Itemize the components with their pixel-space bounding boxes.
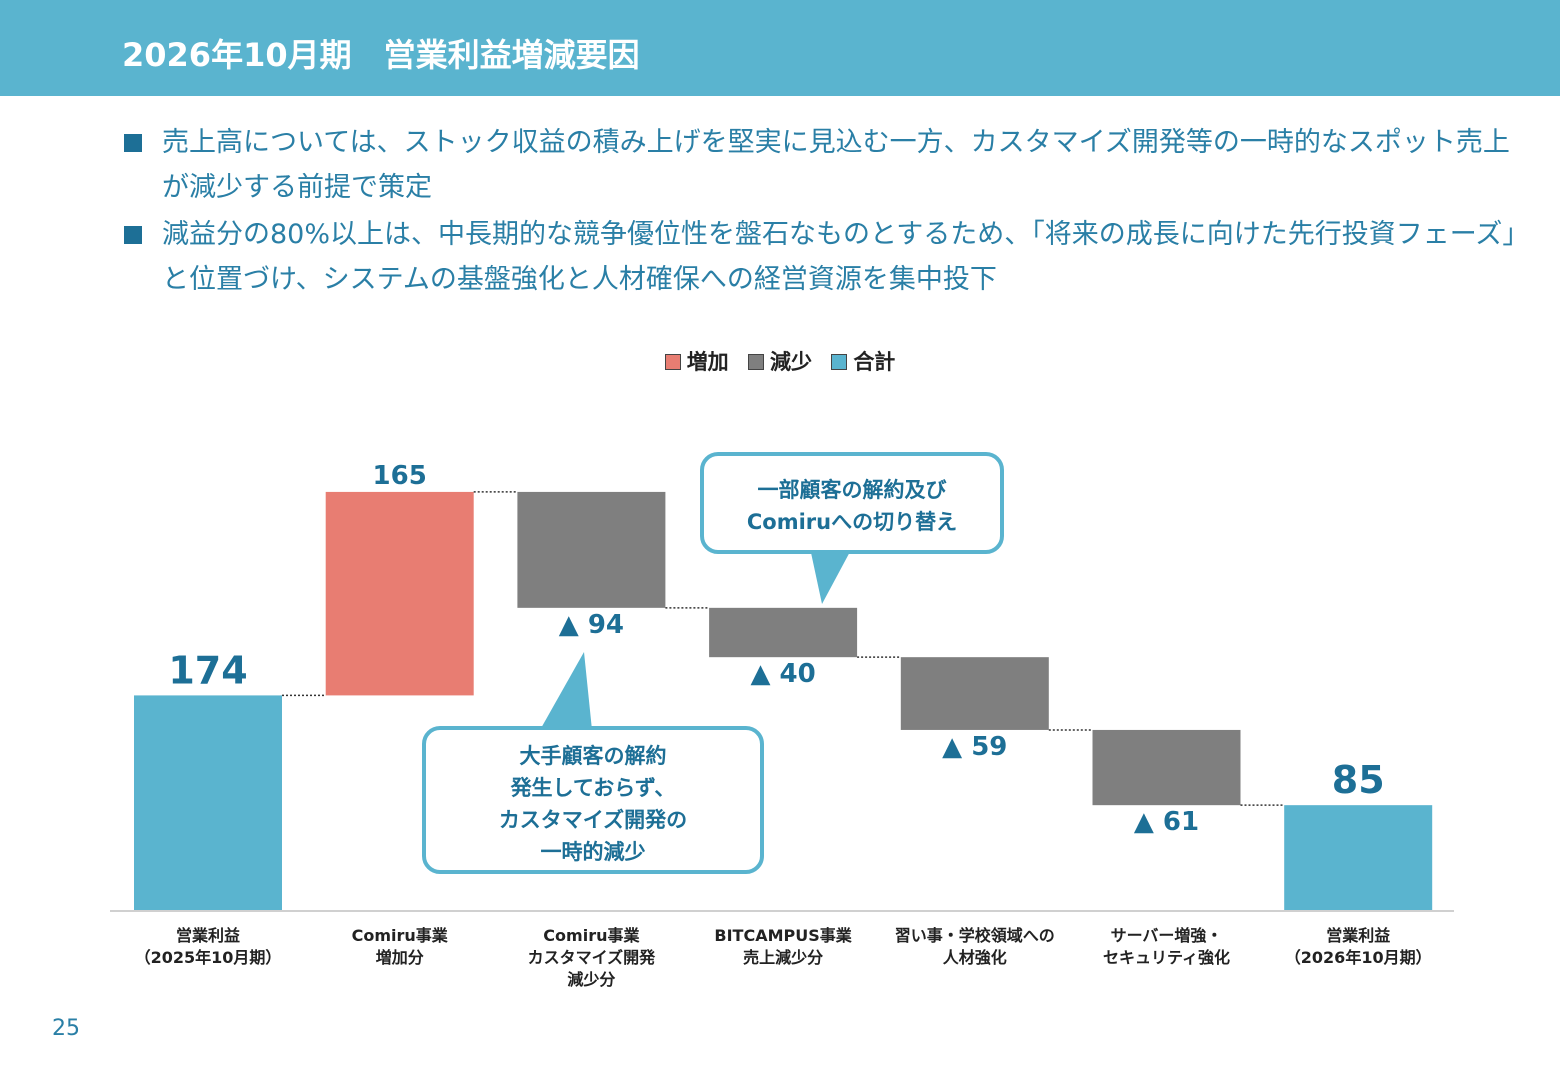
category-label-line: 売上減少分 bbox=[743, 948, 823, 967]
chart-legend: 増加 減少 合計 bbox=[0, 346, 1560, 376]
legend-label: 減少 bbox=[770, 350, 812, 374]
category-label-line: BITCAMPUS事業 bbox=[714, 926, 852, 945]
bar-decrease bbox=[709, 607, 858, 658]
category-label-line: （2026年10月期） bbox=[1285, 948, 1432, 967]
legend-item-total: 合計 bbox=[831, 346, 895, 376]
callout-top: 一部顧客の解約及び Comiruへの切り替え bbox=[700, 452, 1004, 554]
bullet-list: 売上高については、ストック収益の積み上げを堅実に見込む一方、カスタマイズ開発等の… bbox=[122, 120, 1522, 304]
data-label: ▲ 61 bbox=[1134, 807, 1199, 837]
bullet-item: 減益分の80%以上は、中長期的な競争優位性を盤石なものとするため、「将来の成長に… bbox=[122, 212, 1522, 302]
callout-pointer-top bbox=[810, 548, 852, 604]
legend-swatch bbox=[664, 354, 681, 370]
bar-decrease bbox=[900, 657, 1049, 730]
category-label: 営業利益 （2026年10月期） bbox=[1285, 926, 1432, 967]
page-title: 2026年10月期 営業利益増減要因 bbox=[122, 36, 640, 74]
data-label: 85 bbox=[1332, 758, 1385, 802]
header-bar: 2026年10月期 営業利益増減要因 bbox=[0, 0, 1560, 96]
legend-swatch bbox=[831, 354, 848, 370]
callout-pointer-bottom bbox=[540, 652, 592, 730]
category-label-line: 増加分 bbox=[376, 948, 424, 967]
page-number: 25 bbox=[52, 1016, 80, 1041]
category-label: サーバー増強・セキュリティ強化 bbox=[1103, 926, 1230, 967]
category-label-line: 営業利益 bbox=[176, 926, 240, 945]
category-label: 習い事・学校領域への人材強化 bbox=[895, 926, 1055, 967]
category-label-line: 習い事・学校領域への bbox=[895, 926, 1055, 945]
bar-decrease bbox=[1092, 729, 1241, 806]
category-label-line: サーバー増強・ bbox=[1111, 926, 1223, 945]
category-label: Comiru事業増加分 bbox=[352, 926, 449, 967]
square-bullet-icon bbox=[124, 134, 142, 152]
legend-label: 増加 bbox=[686, 350, 729, 374]
legend-item-increase: 増加 bbox=[664, 346, 729, 376]
bar-total bbox=[134, 695, 282, 910]
category-label: 営業利益 （2025年10月期） bbox=[135, 926, 282, 967]
legend-item-decrease: 減少 bbox=[748, 346, 812, 376]
category-label-line: カスタマイズ開発 bbox=[528, 948, 657, 967]
legend-label: 合計 bbox=[853, 350, 896, 374]
square-bullet-icon bbox=[124, 226, 142, 244]
category-label-line: 営業利益 bbox=[1326, 926, 1390, 945]
bar-decrease bbox=[517, 491, 666, 608]
data-label: 174 bbox=[168, 648, 247, 692]
category-label-line: （2025年10月期） bbox=[135, 948, 282, 967]
bullet-text: 減益分の80%以上は、中長期的な競争優位性を盤石なものとするため、「将来の成長に… bbox=[162, 219, 1516, 295]
category-label-line: 減少分 bbox=[567, 970, 615, 989]
data-label: ▲ 40 bbox=[750, 659, 815, 689]
data-label: 165 bbox=[373, 461, 427, 491]
category-label: Comiru事業カスタマイズ開発減少分 bbox=[528, 926, 657, 989]
category-label-line: 人材強化 bbox=[943, 948, 1007, 967]
category-label: BITCAMPUS事業売上減少分 bbox=[714, 926, 852, 967]
data-label: ▲ 94 bbox=[559, 610, 624, 640]
data-label: ▲ 59 bbox=[942, 732, 1007, 762]
callout-bottom: 大手顧客の解約 発生しておらず、 カスタマイズ開発の 一時的減少 bbox=[422, 726, 764, 874]
category-label-line: セキュリティ強化 bbox=[1103, 948, 1230, 967]
bar-total bbox=[1284, 805, 1433, 910]
category-label-line: Comiru事業 bbox=[543, 926, 640, 945]
bullet-item: 売上高については、ストック収益の積み上げを堅実に見込む一方、カスタマイズ開発等の… bbox=[122, 120, 1522, 210]
legend-swatch bbox=[748, 354, 764, 370]
bar-increase bbox=[325, 491, 474, 696]
category-label-line: Comiru事業 bbox=[352, 926, 449, 945]
bullet-text: 売上高については、ストック収益の積み上げを堅実に見込む一方、カスタマイズ開発等の… bbox=[162, 127, 1510, 203]
